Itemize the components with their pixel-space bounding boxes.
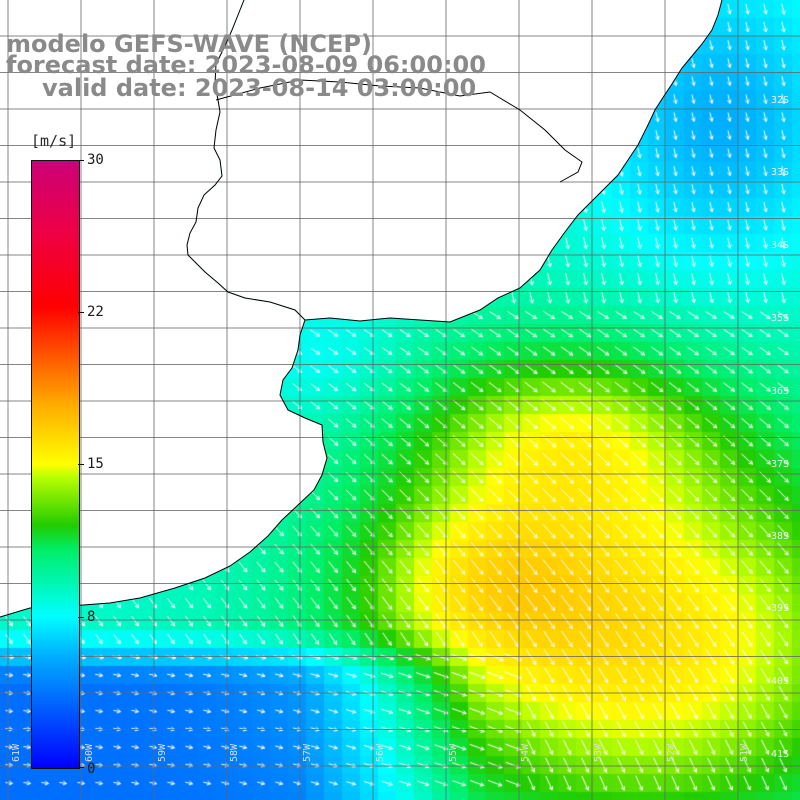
lon-label: 57W: [302, 743, 313, 762]
lon-label: 51W: [739, 743, 750, 762]
valid-date: valid date: 2023-08-14 03:00:00: [42, 74, 477, 102]
colorbar-tickmark: [78, 464, 84, 465]
model-title: modelo GEFS-WAVE (NCEP): [6, 30, 372, 58]
lat-label: 36S: [771, 386, 790, 397]
colorbar-tick-0: 0: [87, 761, 96, 777]
lat-label: 38S: [771, 531, 790, 542]
lat-label: 33S: [771, 167, 790, 178]
colorbar-tick-22: 22: [87, 304, 104, 320]
colorbar-tickmark: [78, 312, 84, 313]
coastline-segment: [0, 0, 328, 618]
lon-label: 56W: [375, 743, 386, 762]
lon-label: 60W: [84, 743, 95, 762]
forecast-date: forecast date: 2023-08-09 06:00:00: [6, 51, 486, 79]
lat-label: 41S: [771, 749, 790, 760]
coastline: [0, 0, 723, 618]
colorbar: [31, 160, 80, 769]
lat-label: 37S: [771, 459, 790, 470]
colorbar-tick-30: 30: [87, 152, 104, 168]
coastline-segment: [215, 79, 583, 183]
lon-label: 54W: [520, 743, 531, 762]
colorbar-tickmark: [78, 160, 84, 161]
coastline-segment: [304, 0, 723, 323]
colorbar-unit: [m/s]: [31, 132, 77, 150]
colorbar-tickmark: [78, 617, 84, 618]
lon-label: 61W: [11, 743, 22, 762]
lat-label: 35S: [771, 313, 790, 324]
lat-label: 32S: [771, 95, 790, 106]
lat-label: 39S: [771, 603, 790, 614]
lon-label: 55W: [448, 743, 459, 762]
lat-label: 40S: [771, 676, 790, 687]
lon-label: 53W: [593, 743, 604, 762]
lon-label: 58W: [229, 743, 240, 762]
lon-label: 59W: [157, 743, 168, 762]
colorbar-tick-8: 8: [87, 609, 96, 625]
colorbar-tick-15: 15: [87, 456, 104, 472]
colorbar-tickmark: [78, 767, 84, 768]
lon-label: 52W: [666, 743, 677, 762]
lat-label: 34S: [771, 240, 790, 251]
